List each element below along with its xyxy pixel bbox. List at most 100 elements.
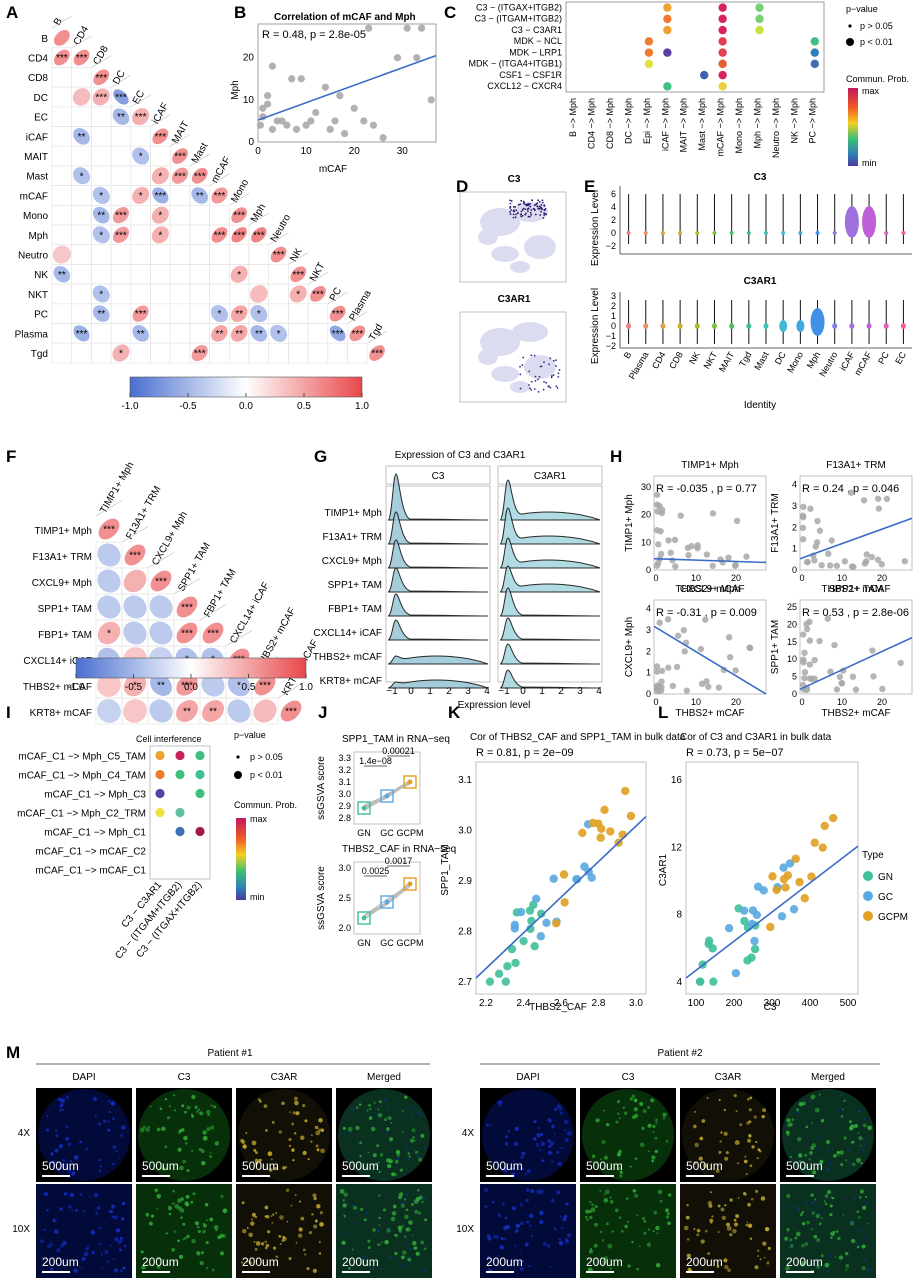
panel-m-signal <box>213 1224 219 1230</box>
panel-m-signal <box>616 1099 621 1104</box>
panel-l-point <box>731 968 741 978</box>
panel-m-signal <box>845 1268 848 1271</box>
panel-m-signal <box>268 1168 273 1172</box>
panel-m-signal-dapi <box>387 1228 390 1231</box>
panel-c-grad-title: Commun. Prob. <box>846 74 909 84</box>
panel-a-grid-cell <box>91 126 112 147</box>
panel-g-xtick: 0 <box>520 686 526 697</box>
panel-b-xtick: 0 <box>255 146 261 157</box>
panel-d-cell <box>548 363 550 366</box>
panel-m-signal <box>106 1260 110 1263</box>
panel-b-point <box>331 117 339 125</box>
panel-m-signal-dapi <box>797 1111 800 1114</box>
panel-f-colorbar-tick-label: -0.5 <box>125 682 143 693</box>
panel-a-sig: *** <box>214 230 226 241</box>
panel-h-point <box>669 557 676 564</box>
panel-g-facet-strip-2 <box>497 465 603 485</box>
panel-a-grid-cell <box>288 342 309 364</box>
panel-h-xtick: 20 <box>877 697 887 707</box>
panel-m-signal <box>180 1216 183 1219</box>
panel-a-ellipse <box>289 285 307 303</box>
panel-h-ytick: 25 <box>787 602 797 612</box>
panel-b-point <box>278 117 286 125</box>
panel-m-scalebar-label: 500um <box>586 1159 623 1173</box>
panel-m-signal <box>202 1135 208 1141</box>
panel-m-signal <box>754 1265 759 1270</box>
panel-m-signal <box>197 1229 201 1234</box>
panel-k-point <box>549 874 558 883</box>
panel-m-signal-dapi <box>853 1197 856 1200</box>
panel-m-signal <box>686 1238 690 1241</box>
panel-f-row-label: TIMP1+ Mph <box>34 526 92 537</box>
panel-h-stat: R = -0.035 , p = 0.77 <box>656 483 757 495</box>
panel-c-dot <box>718 25 727 35</box>
panel-c-row-label: CXCL12 − CXCR4 <box>487 81 562 91</box>
panel-e-top-violin-body <box>746 231 751 235</box>
panel-a-grid-cell <box>91 165 112 186</box>
panel-m-signal <box>662 1117 665 1120</box>
panel-m-signal <box>85 1147 88 1151</box>
panel-m-signal-dapi <box>788 1246 791 1249</box>
panel-d-cell <box>533 388 536 390</box>
panel-m-signal <box>217 1235 222 1240</box>
panel-a-col-label: NK <box>288 246 305 264</box>
panel-m-signal <box>209 1155 212 1158</box>
panel-j-box <box>403 775 417 789</box>
panel-m-signal <box>755 1189 759 1193</box>
panel-m-signal <box>786 1227 790 1232</box>
panel-m-signal <box>394 1159 399 1164</box>
panel-a-ellipse <box>112 108 130 125</box>
panel-m-signal <box>316 1204 321 1209</box>
panel-d-cell <box>543 209 546 212</box>
panel-f-ellipse <box>97 673 121 697</box>
panel-a-col-label: Neutro <box>269 212 294 244</box>
panel-c-dot <box>718 70 727 80</box>
panel-d-cell <box>550 376 553 379</box>
panel-h-point <box>816 527 824 534</box>
panel-f-ellipse <box>253 699 277 723</box>
panel-a-sig: * <box>296 289 300 300</box>
panel-m-signal <box>560 1147 563 1150</box>
panel-m-signal <box>378 1243 381 1246</box>
panel-a-grid-cell <box>130 342 151 364</box>
panel-m-signal <box>342 1203 347 1208</box>
panel-m-signal <box>852 1162 856 1167</box>
panel-m-signal <box>520 1167 524 1171</box>
panel-m-signal <box>180 1128 185 1132</box>
panel-b-point <box>336 92 344 100</box>
panel-m-signal <box>185 1142 188 1145</box>
panel-b-point <box>369 121 378 129</box>
panel-d-cell <box>555 359 557 362</box>
panel-h-point <box>826 562 834 569</box>
panel-m-signal-dapi <box>407 1158 410 1161</box>
panel-m-signal <box>632 1115 636 1120</box>
panel-l-point <box>709 977 718 986</box>
panel-e-top-violin-body <box>884 231 889 235</box>
panel-m-signal <box>484 1204 488 1208</box>
panel-m-signal <box>394 1233 397 1236</box>
panel-a-ellipse <box>151 206 169 224</box>
panel-m-signal <box>424 1218 428 1222</box>
panel-a-row-label: MAIT <box>24 152 48 163</box>
panel-m-signal <box>693 1124 697 1129</box>
panel-m-signal <box>182 1222 186 1226</box>
panel-m-signal <box>760 1196 766 1201</box>
panel-m-signal <box>706 1097 709 1099</box>
panel-m-signal <box>356 1106 359 1109</box>
panel-m-tissue-core <box>782 1089 874 1181</box>
panel-m-signal <box>542 1242 547 1246</box>
panel-m-signal <box>745 1172 748 1176</box>
panel-m-signal <box>408 1155 412 1158</box>
panel-m-signal <box>177 1131 181 1135</box>
panel-m-signal <box>219 1251 225 1256</box>
panel-j-box <box>380 789 394 803</box>
panel-a-diag-tick <box>327 291 348 305</box>
panel-d-cell <box>543 381 545 383</box>
panel-a-ellipse <box>53 29 70 46</box>
panel-a-grid-cell <box>71 145 92 167</box>
panel-a-ellipse <box>92 186 110 204</box>
panel-e-top-violin-body <box>901 231 906 235</box>
panel-d-cell <box>512 216 515 219</box>
panel-m-row-label: 10X <box>12 1224 30 1235</box>
panel-m-signal <box>565 1202 569 1206</box>
